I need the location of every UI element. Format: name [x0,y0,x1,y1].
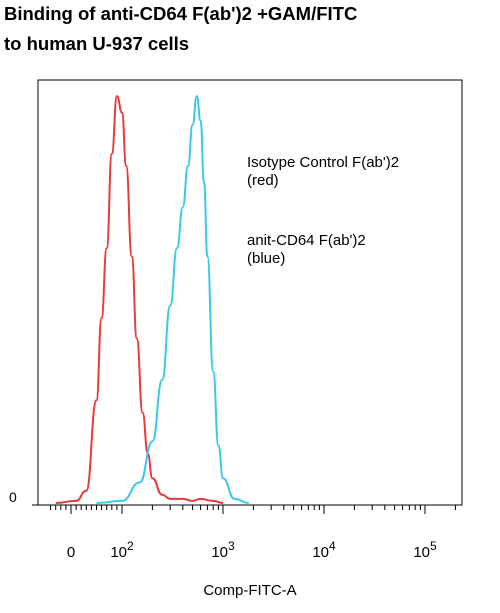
legend-anti-cd64-color: (blue) [247,250,286,267]
legend-entry-anti-cd64: anit-CD64 F(ab')2 (blue) [247,232,366,268]
legend-anti-cd64-label: anit-CD64 F(ab')2 [247,232,366,249]
chart-title-line-1: Binding of anti-CD64 F(ab')2 +GAM/FITC [4,3,358,24]
x-tick-label-4: 105 [413,539,437,561]
x-tick-exponent-1: 2 [127,539,134,553]
series-line-1 [96,95,249,504]
plot-frame [37,79,463,506]
x-tick-label-3: 104 [312,539,336,561]
legend-entry-isotype: Isotype Control F(ab')2 (red) [247,154,399,190]
x-axis-label: Comp-FITC-A [203,582,297,599]
series-line-0 [55,95,224,504]
x-tick-exponent-4: 5 [430,539,437,553]
chart-title-line-2: to human U-937 cells [4,33,190,54]
x-tick-label-0: 0 [67,544,75,561]
legend-isotype-label: Isotype Control F(ab')2 [247,154,400,171]
x-tick-label-2: 103 [211,539,235,561]
x-tick-exponent-3: 4 [329,539,336,553]
x-tick-label-1: 102 [110,539,134,561]
y-tick-label-0: 0 [9,489,17,505]
x-tick-exponent-2: 3 [228,539,235,553]
legend-isotype-color: (red) [247,172,279,189]
